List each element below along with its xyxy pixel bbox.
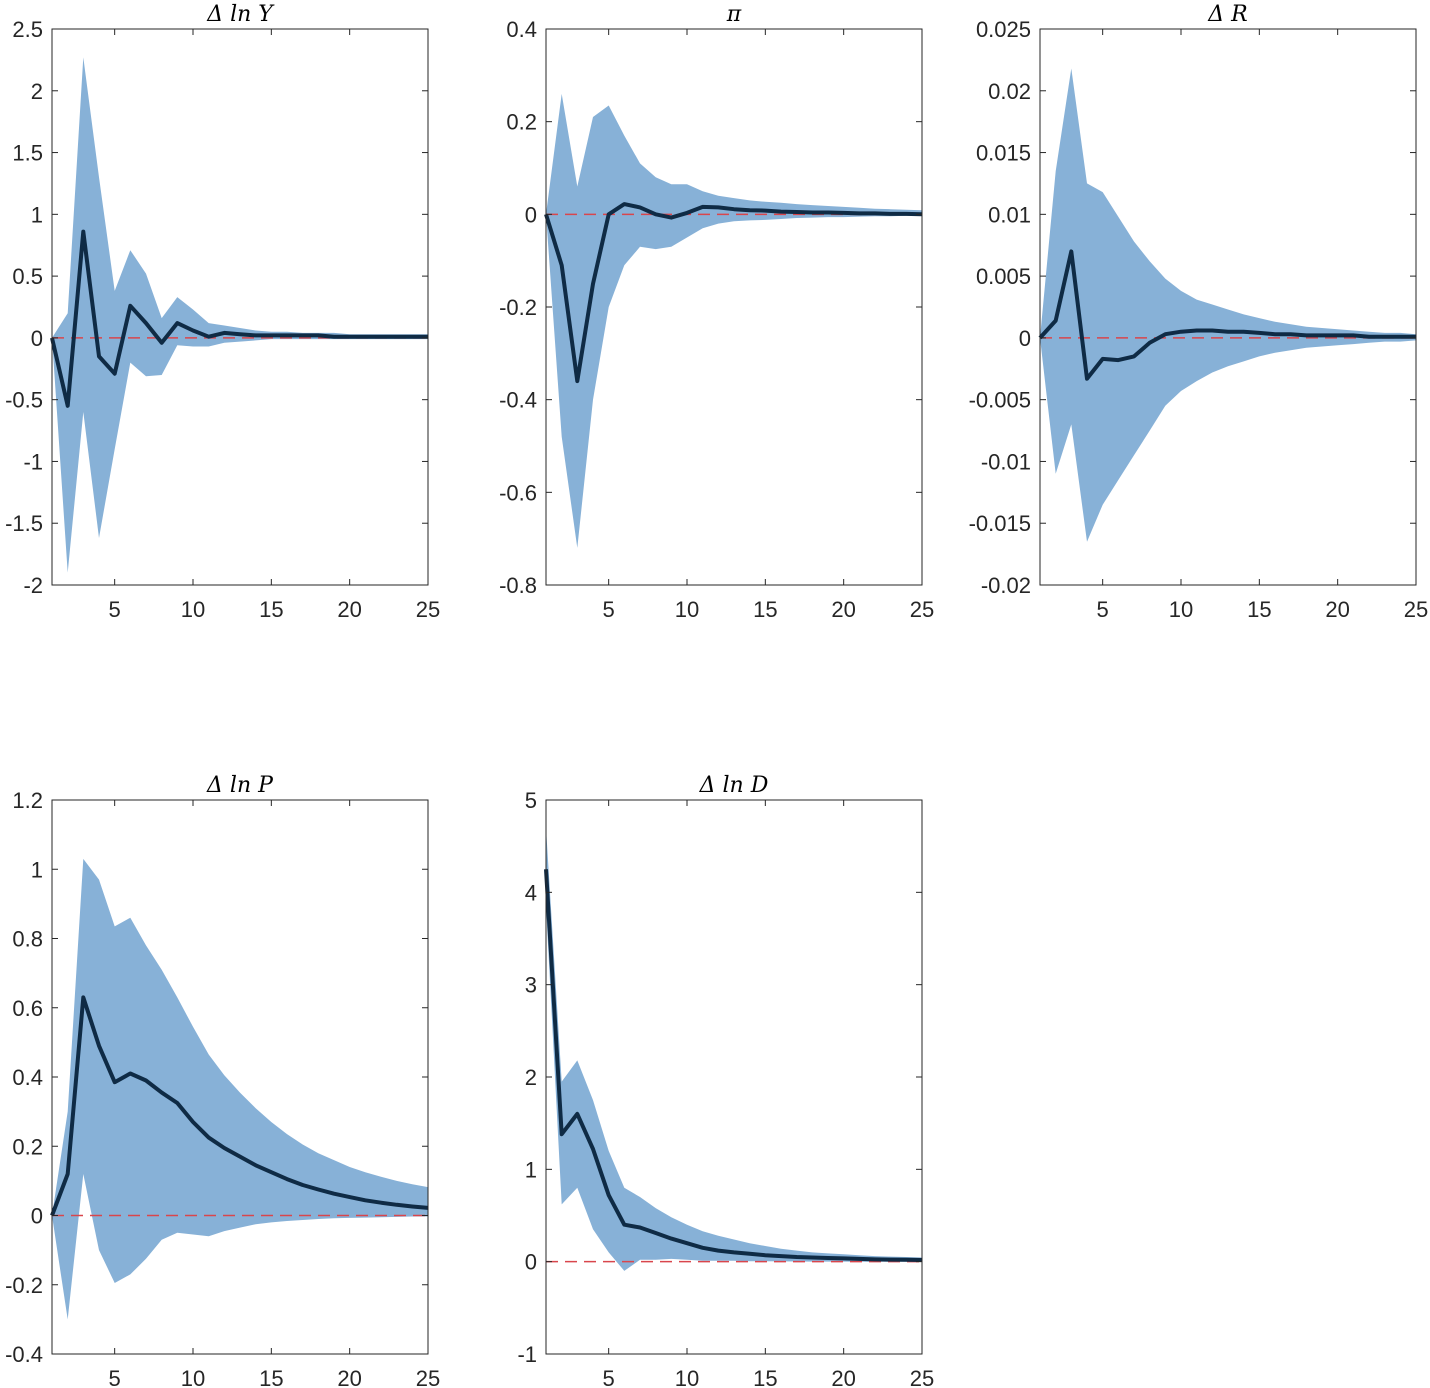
x-tick-label: 5 (109, 1366, 121, 1388)
y-tick-label: 0.2 (12, 1134, 43, 1159)
x-tick-label: 25 (416, 597, 440, 622)
panel-dlnP: 5 10 15 20 25 -0.4 -0.2 0 0.2 0.4 0.6 0.8 1 1.2 Δ ln P (5, 773, 440, 1388)
y-tick-label: 0.4 (506, 17, 537, 42)
y-tick-label: 1 (31, 202, 43, 227)
x-tick-label: 10 (675, 597, 699, 622)
y-tick-label: -0.4 (5, 1342, 43, 1367)
y-tick-label: 2 (31, 79, 43, 104)
chart-title: Δ R (1207, 2, 1247, 27)
median-response-line (544, 202, 923, 384)
y-tick-label: 2 (525, 1065, 537, 1090)
y-tick-label: 0.2 (506, 110, 537, 135)
credible-band (52, 858, 428, 1320)
y-tick-label: 0.01 (988, 202, 1031, 227)
panel-dlnD: 5 10 15 20 25 -1 0 1 2 3 4 5 Δ ln D (517, 773, 934, 1388)
panel-pi: 5 10 15 20 25 -0.8 -0.6 -0.4 -0.2 0 0.2 0.4 π (499, 2, 934, 622)
x-tick-label: 10 (1169, 597, 1193, 622)
chart-title: Δ ln P (206, 773, 274, 798)
x-tick-label: 25 (910, 1366, 934, 1388)
axes-box (1039, 28, 1417, 586)
plot-area (546, 800, 922, 1354)
y-tick-label: 0.4 (12, 1065, 43, 1090)
y-tick-label: 0.02 (988, 79, 1031, 104)
x-tick-label: 20 (831, 1366, 855, 1388)
y-tick-label: 0.025 (976, 17, 1031, 42)
y-tick-label: 0 (31, 1204, 43, 1229)
median-response-line (50, 995, 429, 1217)
y-tick-label: -0.015 (969, 511, 1031, 536)
x-tick-label: 15 (259, 597, 283, 622)
x-tick-label: 5 (603, 1366, 615, 1388)
x-tick-label: 15 (753, 1366, 777, 1388)
axes-box (51, 28, 429, 586)
median-response-line (50, 229, 428, 408)
x-tick-label: 25 (1404, 597, 1428, 622)
y-tick-label: 0.005 (976, 264, 1031, 289)
y-tick-label: 1.5 (12, 141, 43, 166)
y-tick-label: -0.02 (981, 573, 1031, 598)
y-tick-label: 3 (525, 973, 537, 998)
y-tick-label: -0.2 (5, 1273, 43, 1298)
x-tick-label: 5 (109, 597, 121, 622)
chart-title: Δ ln Y (206, 2, 275, 27)
y-tick-label: 5 (525, 788, 537, 813)
y-tick-label: 0 (525, 1250, 537, 1275)
median-response-line (544, 869, 923, 1262)
chart-title: π (726, 2, 742, 27)
y-tick-label: 0 (525, 202, 537, 227)
x-tick-label: 25 (416, 1366, 440, 1388)
y-tick-label: -0.2 (499, 295, 537, 320)
y-tick-label: 0.6 (12, 996, 43, 1021)
median-response-line (1038, 249, 1416, 381)
y-tick-label: 0 (1019, 326, 1031, 351)
y-tick-label: 0.015 (976, 141, 1031, 166)
y-tick-label: -2 (23, 573, 43, 598)
y-tick-label: 1.2 (12, 788, 43, 813)
y-tick-label: 1 (31, 857, 43, 882)
y-tick-label: 0.8 (12, 927, 43, 952)
x-tick-label: 15 (753, 597, 777, 622)
x-tick-label: 20 (337, 597, 361, 622)
x-tick-label: 20 (337, 1366, 361, 1388)
y-tick-label: -1.5 (5, 511, 43, 536)
x-tick-label: 15 (1247, 597, 1271, 622)
x-tick-label: 10 (181, 597, 205, 622)
y-tick-label: -0.6 (499, 480, 537, 505)
x-tick-label: 5 (1097, 597, 1109, 622)
y-tick-label: 4 (525, 880, 537, 905)
x-tick-label: 20 (1325, 597, 1349, 622)
credible-band (1040, 68, 1416, 542)
y-tick-label: 0 (31, 326, 43, 351)
y-tick-label: -0.8 (499, 573, 537, 598)
panel-dlnY: 5 10 15 20 25 -2 -1.5 -1 -0.5 0 0.5 1 1.5 2 2.5 Δ ln Y (5, 2, 440, 622)
x-tick-label: 15 (259, 1366, 283, 1388)
x-tick-label: 5 (603, 597, 615, 622)
y-tick-label: 0.5 (12, 264, 43, 289)
y-tick-label: 2.5 (12, 17, 43, 42)
y-tick-label: -0.4 (499, 388, 537, 413)
x-tick-label: 20 (831, 597, 855, 622)
x-tick-label: 10 (675, 1366, 699, 1388)
y-tick-label: -0.5 (5, 388, 43, 413)
x-tick-label: 25 (910, 597, 934, 622)
x-tick-label: 10 (181, 1366, 205, 1388)
panel-dR: 5 10 15 20 25 -0.02 -0.015 -0.01 -0.005 0 0.005 0.0… (969, 2, 1429, 622)
y-tick-label: -1 (517, 1342, 537, 1367)
chart-title: Δ ln D (699, 773, 769, 798)
y-tick-label: -0.01 (981, 449, 1031, 474)
y-tick-label: 1 (525, 1157, 537, 1182)
y-tick-label: -0.005 (969, 388, 1031, 413)
y-tick-label: -1 (23, 449, 43, 474)
